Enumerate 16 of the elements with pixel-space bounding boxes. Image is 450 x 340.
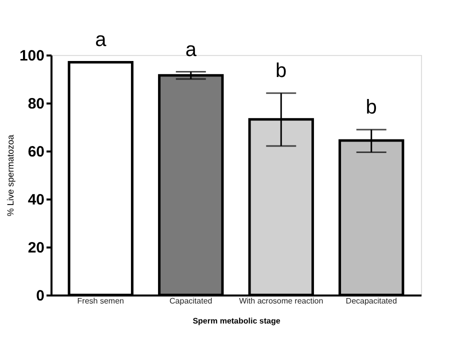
y-tick-label: 100 [19,48,44,64]
x-tick-label: Fresh semen [77,296,124,306]
annotation: a [185,38,198,61]
y-tick-label: 60 [28,144,44,160]
x-tick-label: With acrosome reaction [239,296,324,306]
y-tick-label: 0 [36,288,44,304]
annotation: b [276,60,287,82]
x-tick-label: Decapacitated [346,296,397,306]
y-tick-label: 20 [28,240,44,256]
y-tick-label: 40 [28,192,44,208]
text: a [95,29,108,52]
y-tick-label: 80 [28,96,44,112]
x-tick-label: Capacitated [170,296,212,306]
y-axis-title: % Live spermatozoa [5,134,16,216]
annotation: b [366,96,377,119]
x-axis-title: Sperm metabolic stage [192,316,281,326]
